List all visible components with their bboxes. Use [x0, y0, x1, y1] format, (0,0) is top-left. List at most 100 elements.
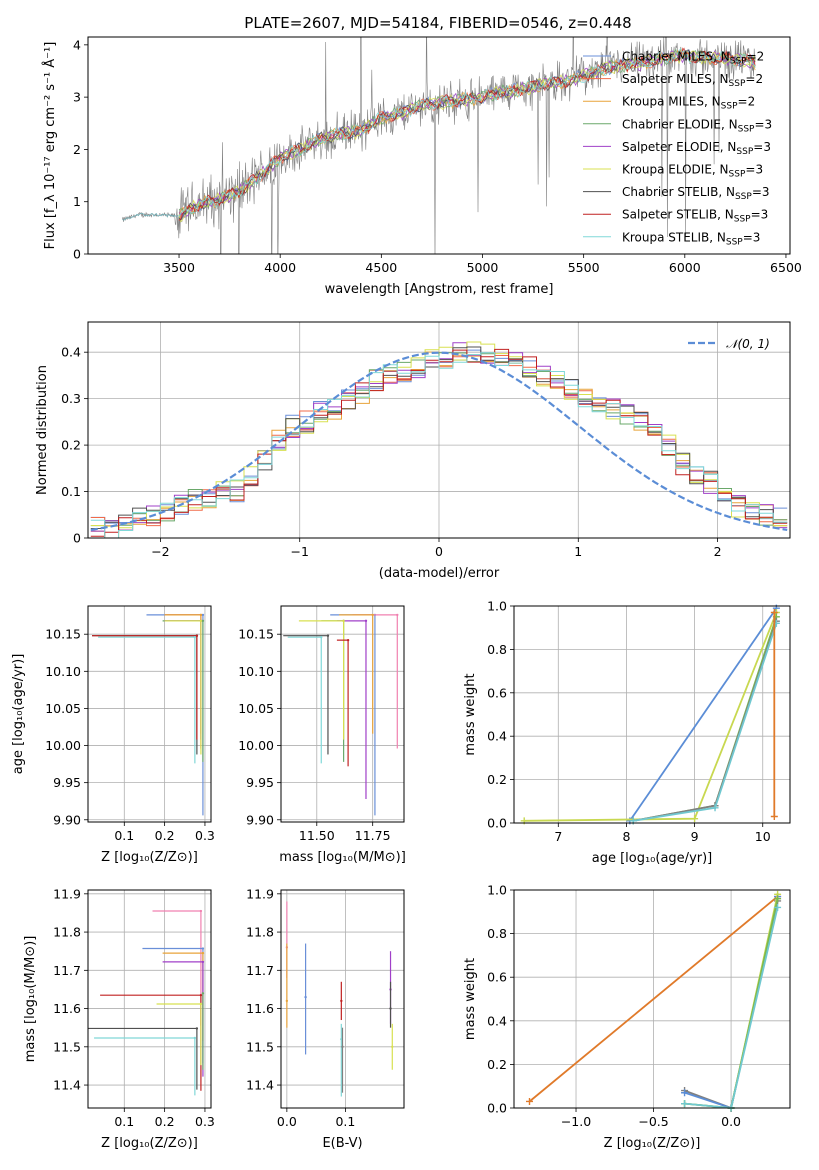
mass_vs_Z-ytick-label: 11.9 [53, 886, 81, 901]
legend-text-sub: SSP [736, 147, 753, 157]
mass_weight_vs_age-ytick-label: 0.2 [487, 772, 507, 787]
data-point [342, 619, 345, 623]
mass_vs_Z-xtick-label: 0.1 [114, 1114, 134, 1129]
legend-entry-label: Chabrier STELIB, NSSP=3 [622, 185, 770, 202]
residuals-frame [87, 321, 791, 539]
legend-text-main: Chabrier ELODIE, N [622, 117, 738, 131]
weight-point-marker [681, 1100, 689, 1108]
age_vs_Z-xtick-label: 0.2 [155, 828, 175, 843]
data-point [199, 613, 203, 617]
mass_vs_ebv-ytick-label: 11.5 [246, 1039, 274, 1054]
data-point [340, 999, 343, 1003]
age_vs_mass-ytick-label: 10.15 [238, 627, 274, 642]
age_vs_Z-ytick-label: 10.10 [45, 664, 81, 679]
legend-text-tail: =2 [745, 72, 763, 86]
spectrum-xtick-label: 6000 [669, 260, 701, 275]
data-point [199, 993, 203, 997]
data-point [371, 613, 374, 617]
residuals-xtick-label: −2 [151, 544, 169, 559]
spectrum-model-blue-ext [122, 213, 179, 221]
data-point [304, 995, 307, 999]
data-point [201, 951, 205, 955]
mass_weight_vs_age-ytick-label: 0.4 [487, 729, 507, 744]
spectrum-ytick-label: 3 [73, 90, 81, 105]
mass_weight_vs_age-xtick-label: 7 [554, 829, 562, 844]
legend-text-tail: =3 [745, 163, 763, 177]
legend-text-sub: SSP [721, 102, 738, 112]
spectrum-ytick-label: 4 [73, 37, 81, 52]
data-point [364, 619, 368, 623]
legend-text-tail: =3 [743, 230, 761, 244]
data-point [201, 960, 205, 964]
mass_weight_vs_Z-xlabel: Z [log₁₀(Z/Z⊙)] [604, 1136, 701, 1151]
mass_vs_ebv-ytick-label: 11.4 [246, 1078, 274, 1093]
spectrum-xtick-label: 6500 [770, 260, 802, 275]
legend-text-sub: SSP [738, 124, 755, 134]
data-point [193, 635, 197, 639]
mass_weight_vs_Z-xtick-label: 0.0 [721, 1114, 741, 1129]
spectrum-xtick-label: 5500 [568, 260, 600, 275]
age_vs_mass-ytick-label: 10.10 [238, 664, 274, 679]
legend-text-main: Kroupa ELODIE, N [622, 163, 729, 177]
mass_vs_Z-xtick-label: 0.3 [195, 1114, 215, 1129]
mass_vs_Z-frame [87, 889, 212, 1109]
mass_vs_Z-ytick-label: 11.5 [53, 1039, 81, 1054]
residuals-xtick-label: 0 [435, 544, 443, 559]
mass_weight_vs_age-ytick-label: 0.6 [487, 685, 507, 700]
age_vs_Z-ytick-label: 10.05 [45, 701, 81, 716]
mass_vs_ebv-frame [280, 889, 405, 1109]
residuals-xtick-label: −1 [290, 544, 308, 559]
age_vs_Z-ylabel: age [log₁₀(age/yr)] [11, 654, 26, 775]
legend-text-sub: SSP [730, 57, 747, 67]
mass_vs_ebv-ytick-label: 11.6 [246, 1001, 274, 1016]
spectrum-model-line [178, 50, 756, 221]
spectrum-panel: 3500 4000 4500 5000 5500 6000 6500 0 1 2 3 4 wavelen… [42, 36, 802, 297]
mass_weight_vs_age-xtick-label: 9 [691, 829, 699, 844]
weight-point-marker [770, 812, 778, 820]
legend-text-tail: =2 [747, 50, 765, 64]
legend-text-main: Salpeter ELODIE, N [622, 140, 736, 154]
mass_weight_vs_age-panel: 7 8 9 10 0.0 0.2 0.4 0.6 0.8 1.0 age [log₁₀(age/yr… [463, 599, 791, 866]
weight-point-marker [526, 1097, 534, 1105]
legend-text-sub: SSP [729, 79, 746, 89]
spectrum-xtick-label: 4000 [264, 260, 296, 275]
data-point [199, 619, 203, 623]
mass_weight_vs_age-ylabel: mass weight [463, 673, 478, 755]
legend-entry-label: Kroupa ELODIE, NSSP=3 [622, 163, 763, 180]
histogram-series [90, 352, 788, 538]
legend-text-tail: =3 [751, 208, 769, 222]
legend-text-sub: SSP [735, 192, 752, 202]
legend-text-main: Salpeter STELIB, N [622, 208, 734, 222]
legend-text-main: Chabrier MILES, N [622, 50, 730, 64]
age_vs_Z-ytick-label: 9.90 [53, 812, 81, 827]
mass_weight_vs_age-frame [513, 605, 791, 824]
data-point [195, 1027, 199, 1030]
mass_vs_Z-xtick-label: 0.2 [155, 1114, 175, 1129]
weight-series-line [684, 907, 779, 1108]
weight-point-marker [774, 903, 782, 911]
age_vs_mass-xtick-label: 11.50 [299, 828, 335, 843]
spectrum-ytick-label: 2 [73, 142, 81, 157]
data-point [346, 638, 350, 642]
legend-text-main: Kroupa STELIB, N [622, 230, 726, 244]
mass_weight_vs_age-xlabel: age [log₁₀(age/yr)] [592, 851, 713, 866]
mass_vs_Z-ytick-label: 11.7 [53, 963, 81, 978]
weight-series-line [524, 612, 778, 822]
legend-text-tail: =3 [753, 140, 771, 154]
mass_vs_ebv-ytick-label: 11.8 [246, 925, 274, 940]
weight-point-marker [681, 1089, 689, 1097]
data-point [201, 613, 205, 617]
residuals-ytick-label: 0.1 [61, 484, 81, 499]
mass_vs_ebv-xtick-label: 0.0 [277, 1114, 297, 1129]
legend-text-tail: =3 [754, 117, 772, 131]
weight-point-marker [691, 815, 699, 823]
mass_weight_vs_Z-panel: −1.0 −0.5 0.0 0.0 0.2 0.4 0.6 0.8 1.0 Z [log₁₀(Z/… [463, 883, 791, 1151]
age_vs_Z-xtick-label: 0.3 [195, 828, 215, 843]
age_vs_mass-ytick-label: 10.00 [238, 738, 274, 753]
age_vs_mass-ytick-label: 10.05 [238, 701, 274, 716]
residuals-xtick-label: 1 [574, 544, 582, 559]
residuals-ytick-label: 0.4 [61, 345, 81, 360]
mass_weight_vs_Z-ytick-label: 0.2 [487, 1057, 507, 1072]
age_vs_mass-xtick-label: 11.75 [355, 828, 391, 843]
